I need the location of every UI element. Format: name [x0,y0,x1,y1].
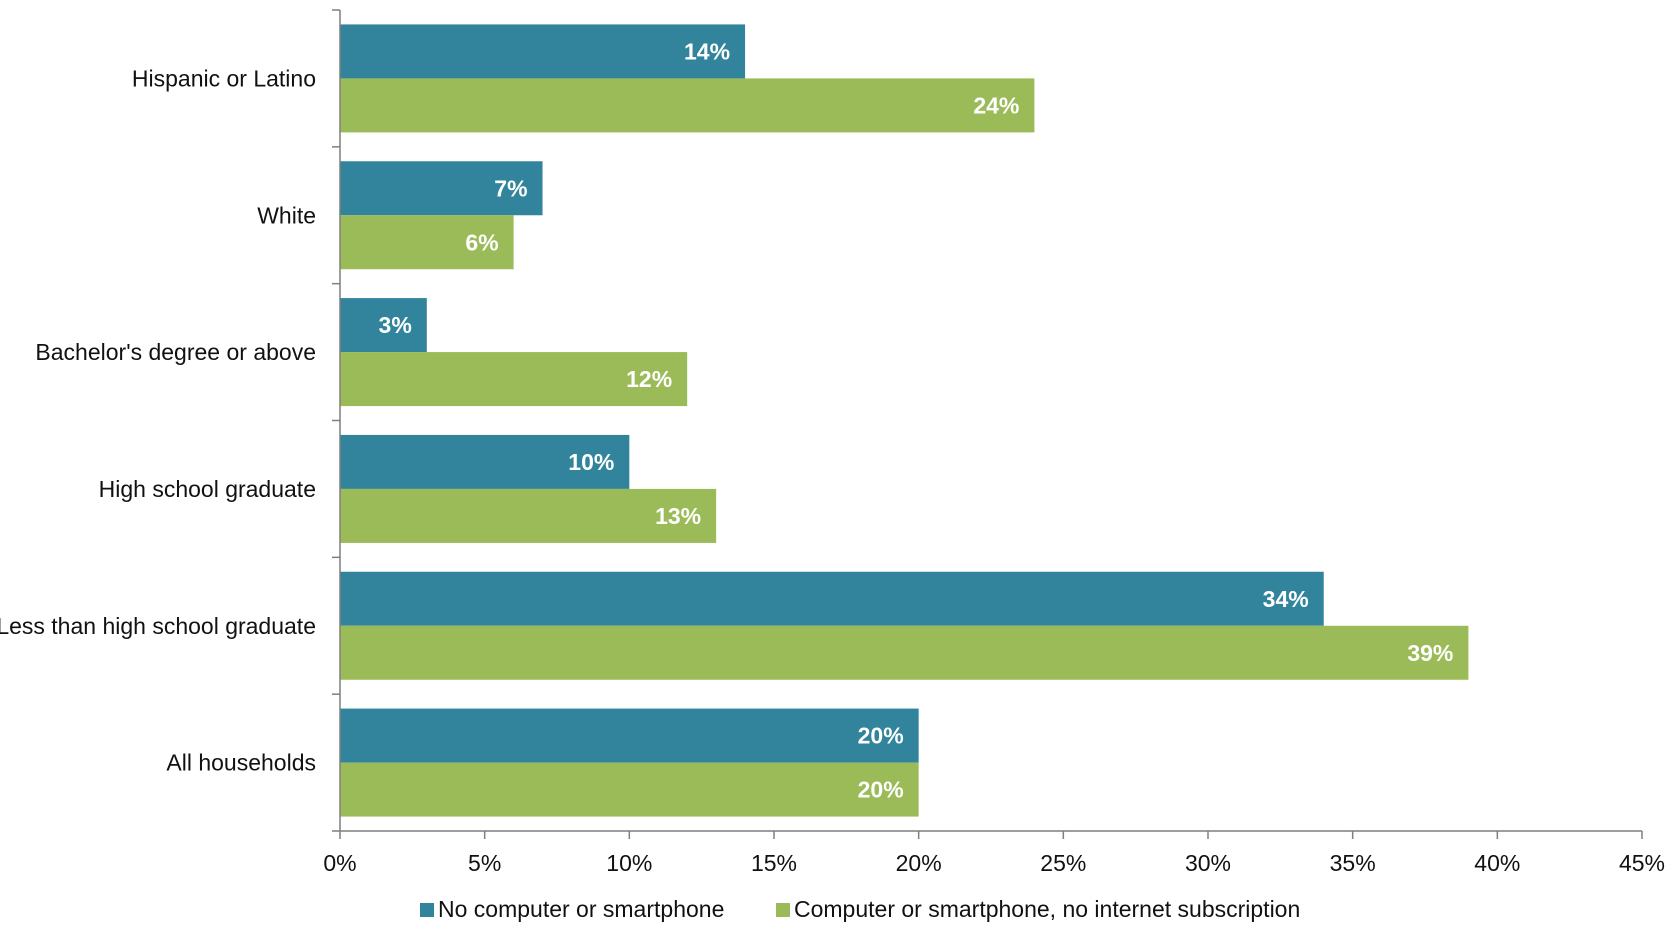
data-label-white-series-2: 6% [465,229,498,255]
bars-group [340,24,1469,817]
legend-swatch-series-1 [420,903,434,917]
bar-bachelor-s-degree-or-above-series-1 [340,298,427,353]
bar-bachelor-s-degree-or-above-series-2 [340,352,688,407]
category-labels-group: Hispanic or Latino White Bachelor's degree… [0,65,316,775]
bar-less-than-high-school-graduate-series-1 [340,571,1324,626]
bar-high-school-graduate-series-1 [340,434,630,489]
category-label-bachelor-s-degree-or-above: Bachelor's degree or above [35,339,316,365]
data-label-bachelor-s-degree-or-above-series-1: 3% [379,312,412,338]
category-label-less-than-high-school-graduate: Less than high school graduate [0,613,316,639]
x-tick-label: 45% [1619,850,1665,876]
data-label-bachelor-s-degree-or-above-series-2: 12% [626,366,672,392]
x-tick-label: 40% [1474,850,1520,876]
data-label-hispanic-or-latino-series-2: 24% [973,92,1019,118]
data-label-all-households-series-1: 20% [858,723,904,749]
x-tick-label: 30% [1185,850,1231,876]
bar-hispanic-or-latino-series-2 [340,78,1035,133]
data-label-high-school-graduate-series-2: 13% [655,503,701,529]
bar-all-households-series-1 [340,708,919,763]
category-label-high-school-graduate: High school graduate [99,476,316,502]
x-tick-label: 0% [323,850,356,876]
legend: No computer or smartphone Computer or sma… [420,896,1300,922]
x-tick-label: 35% [1330,850,1376,876]
x-tick-label: 25% [1040,850,1086,876]
bar-white-series-1 [340,161,543,216]
data-label-hispanic-or-latino-series-1: 14% [684,38,730,64]
data-label-all-households-series-2: 20% [858,777,904,803]
x-tick-label: 15% [751,850,797,876]
data-label-less-than-high-school-graduate-series-2: 39% [1407,640,1453,666]
bar-less-than-high-school-graduate-series-2 [340,625,1469,680]
axes-group [332,9,1643,839]
bar-white-series-2 [340,215,514,270]
data-label-white-series-1: 7% [494,175,527,201]
data-labels-group: 14% 24% 7% 6% 3% 12% 10% 13% 34% 39% 20% 20% [379,38,1454,802]
category-label-white: White [257,202,316,228]
tick-labels-group: 0% 5% 10% 15% 20% 25% 30% 35% 40% 45% [323,850,1665,876]
legend-label-series-1: No computer or smartphone [438,896,724,922]
bar-hispanic-or-latino-series-1 [340,24,746,79]
data-label-high-school-graduate-series-1: 10% [568,449,614,475]
data-label-less-than-high-school-graduate-series-1: 34% [1263,586,1309,612]
legend-swatch-series-2 [776,903,790,917]
category-label-all-households: All households [166,750,316,776]
x-tick-label: 5% [468,850,501,876]
bar-high-school-graduate-series-2 [340,488,717,543]
x-tick-label: 20% [896,850,942,876]
legend-label-series-2: Computer or smartphone, no internet subs… [794,896,1300,922]
bar-all-households-series-2 [340,762,919,817]
category-label-hispanic-or-latino: Hispanic or Latino [132,65,316,91]
x-tick-label: 10% [606,850,652,876]
